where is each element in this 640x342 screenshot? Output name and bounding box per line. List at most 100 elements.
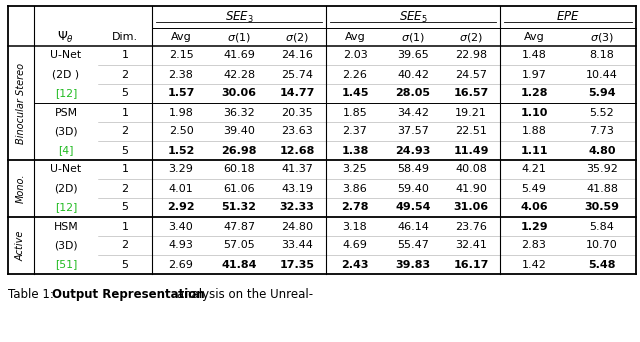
Text: 23.76: 23.76 <box>455 222 487 232</box>
Text: $\sigma(2)$: $\sigma(2)$ <box>285 30 309 43</box>
Text: 5.84: 5.84 <box>589 222 614 232</box>
Text: 1.52: 1.52 <box>167 145 195 156</box>
Text: Mono.: Mono. <box>16 174 26 203</box>
Text: Avg: Avg <box>344 32 365 42</box>
Text: 22.98: 22.98 <box>455 51 487 61</box>
Text: 5.94: 5.94 <box>588 89 616 98</box>
Text: 5: 5 <box>122 260 129 269</box>
Text: $EPE$: $EPE$ <box>556 11 580 24</box>
Text: 59.40: 59.40 <box>397 184 429 194</box>
Text: 2.38: 2.38 <box>168 69 193 79</box>
Text: 32.33: 32.33 <box>280 202 314 212</box>
Text: 46.14: 46.14 <box>397 222 429 232</box>
Text: 1.48: 1.48 <box>522 51 547 61</box>
Text: 2.03: 2.03 <box>342 51 367 61</box>
Text: 2.83: 2.83 <box>522 240 547 250</box>
Text: 60.18: 60.18 <box>223 165 255 174</box>
Text: 2.15: 2.15 <box>168 51 193 61</box>
Text: (2D): (2D) <box>54 184 78 194</box>
Text: 39.65: 39.65 <box>397 51 429 61</box>
Text: 24.80: 24.80 <box>281 222 313 232</box>
Text: Active: Active <box>16 230 26 261</box>
Text: 33.44: 33.44 <box>281 240 313 250</box>
Text: 2.69: 2.69 <box>168 260 193 269</box>
Text: Table 1:: Table 1: <box>8 288 58 301</box>
Text: 61.06: 61.06 <box>223 184 255 194</box>
Text: 3.25: 3.25 <box>342 165 367 174</box>
Text: 30.06: 30.06 <box>221 89 257 98</box>
Text: 5: 5 <box>122 89 129 98</box>
Text: 10.70: 10.70 <box>586 240 618 250</box>
Text: $SEE_5$: $SEE_5$ <box>399 10 428 25</box>
Text: 7.73: 7.73 <box>589 127 614 136</box>
Text: 57.05: 57.05 <box>223 240 255 250</box>
Text: 41.88: 41.88 <box>586 184 618 194</box>
Text: Avg: Avg <box>171 32 191 42</box>
Text: 1: 1 <box>122 222 129 232</box>
Text: 1: 1 <box>122 107 129 118</box>
Text: 24.93: 24.93 <box>396 145 431 156</box>
Text: PSM: PSM <box>54 107 77 118</box>
Text: 1.57: 1.57 <box>167 89 195 98</box>
Text: 5.48: 5.48 <box>588 260 616 269</box>
Text: 19.21: 19.21 <box>455 107 487 118</box>
Text: 30.59: 30.59 <box>584 202 620 212</box>
Text: 4.93: 4.93 <box>168 240 193 250</box>
Text: 2: 2 <box>122 69 129 79</box>
Text: 3.86: 3.86 <box>342 184 367 194</box>
Text: [12]: [12] <box>55 89 77 98</box>
Text: 4.80: 4.80 <box>588 145 616 156</box>
Text: 25.74: 25.74 <box>281 69 313 79</box>
Text: 51.32: 51.32 <box>221 202 257 212</box>
Text: 4.06: 4.06 <box>520 202 548 212</box>
Text: Output Representation: Output Representation <box>52 288 205 301</box>
Text: Avg: Avg <box>524 32 545 42</box>
Text: 4.21: 4.21 <box>522 165 547 174</box>
Text: 1.42: 1.42 <box>522 260 547 269</box>
Text: 43.19: 43.19 <box>281 184 313 194</box>
Text: 2.78: 2.78 <box>341 202 369 212</box>
Text: 1: 1 <box>122 51 129 61</box>
Text: U-Net: U-Net <box>51 51 81 61</box>
Text: 1.38: 1.38 <box>341 145 369 156</box>
Text: 2.43: 2.43 <box>341 260 369 269</box>
Text: 23.63: 23.63 <box>281 127 313 136</box>
Text: 35.92: 35.92 <box>586 165 618 174</box>
Text: HSM: HSM <box>54 222 78 232</box>
Text: 37.57: 37.57 <box>397 127 429 136</box>
Text: 42.28: 42.28 <box>223 69 255 79</box>
Text: 2: 2 <box>122 240 129 250</box>
Text: 5.49: 5.49 <box>522 184 547 194</box>
Text: 2.26: 2.26 <box>342 69 367 79</box>
Text: 22.51: 22.51 <box>455 127 487 136</box>
Text: 1.28: 1.28 <box>520 89 548 98</box>
Text: 32.41: 32.41 <box>455 240 487 250</box>
Text: 49.54: 49.54 <box>396 202 431 212</box>
Text: 2.37: 2.37 <box>342 127 367 136</box>
Text: 1.45: 1.45 <box>341 89 369 98</box>
Text: 40.08: 40.08 <box>455 165 487 174</box>
Text: 3.18: 3.18 <box>342 222 367 232</box>
Text: 1.98: 1.98 <box>168 107 193 118</box>
Text: (3D): (3D) <box>54 240 78 250</box>
Text: $SEE_3$: $SEE_3$ <box>225 10 253 25</box>
Text: 3.29: 3.29 <box>168 165 193 174</box>
Text: Dim.: Dim. <box>112 32 138 42</box>
Text: $\sigma(2)$: $\sigma(2)$ <box>459 30 483 43</box>
Text: 24.57: 24.57 <box>455 69 487 79</box>
Text: 17.35: 17.35 <box>280 260 314 269</box>
Text: 1.29: 1.29 <box>520 222 548 232</box>
Text: 41.90: 41.90 <box>455 184 487 194</box>
Text: 3.40: 3.40 <box>168 222 193 232</box>
Text: 14.77: 14.77 <box>279 89 315 98</box>
Text: 1.85: 1.85 <box>342 107 367 118</box>
Text: 1.88: 1.88 <box>522 127 547 136</box>
Text: 2: 2 <box>122 127 129 136</box>
Text: 41.37: 41.37 <box>281 165 313 174</box>
Text: 28.05: 28.05 <box>396 89 431 98</box>
Text: (2D ): (2D ) <box>52 69 79 79</box>
Text: [12]: [12] <box>55 202 77 212</box>
Text: (3D): (3D) <box>54 127 78 136</box>
Text: 2.92: 2.92 <box>167 202 195 212</box>
Text: $\sigma(3)$: $\sigma(3)$ <box>590 30 614 43</box>
